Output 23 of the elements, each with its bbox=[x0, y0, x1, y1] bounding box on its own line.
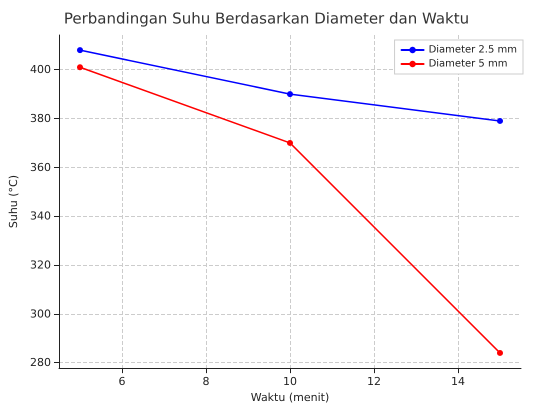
y-tick-label: 400 bbox=[30, 63, 51, 76]
legend-label: Diameter 5 mm bbox=[428, 58, 508, 70]
point bbox=[497, 350, 503, 356]
point bbox=[77, 47, 83, 54]
legend-label: Diameter 2.5 mm bbox=[428, 44, 518, 56]
x-tick-label: 14 bbox=[451, 375, 465, 388]
y-tick-label: 340 bbox=[30, 210, 51, 223]
x-axis-title: Waktu (menit) bbox=[250, 391, 330, 404]
point bbox=[77, 64, 83, 70]
y-tick-label: 380 bbox=[30, 112, 51, 126]
chart-title: Perbandingan Suhu Berdasarkan Diameter dan Waktu bbox=[64, 10, 470, 28]
x-tick-label: 8 bbox=[202, 375, 210, 388]
y-tick-label: 280 bbox=[30, 356, 51, 370]
x-tick-label: 12 bbox=[367, 375, 381, 388]
y-axis-title: Suhu (°C) bbox=[7, 174, 20, 228]
point bbox=[287, 140, 293, 146]
y-tick-label: 300 bbox=[30, 307, 51, 320]
x-tick-label: 10 bbox=[283, 375, 297, 388]
y-tick-label: 320 bbox=[30, 258, 51, 272]
point bbox=[497, 118, 503, 124]
point bbox=[287, 91, 293, 98]
y-tick-label: 360 bbox=[30, 160, 51, 174]
x-tick-label: 6 bbox=[118, 375, 126, 388]
